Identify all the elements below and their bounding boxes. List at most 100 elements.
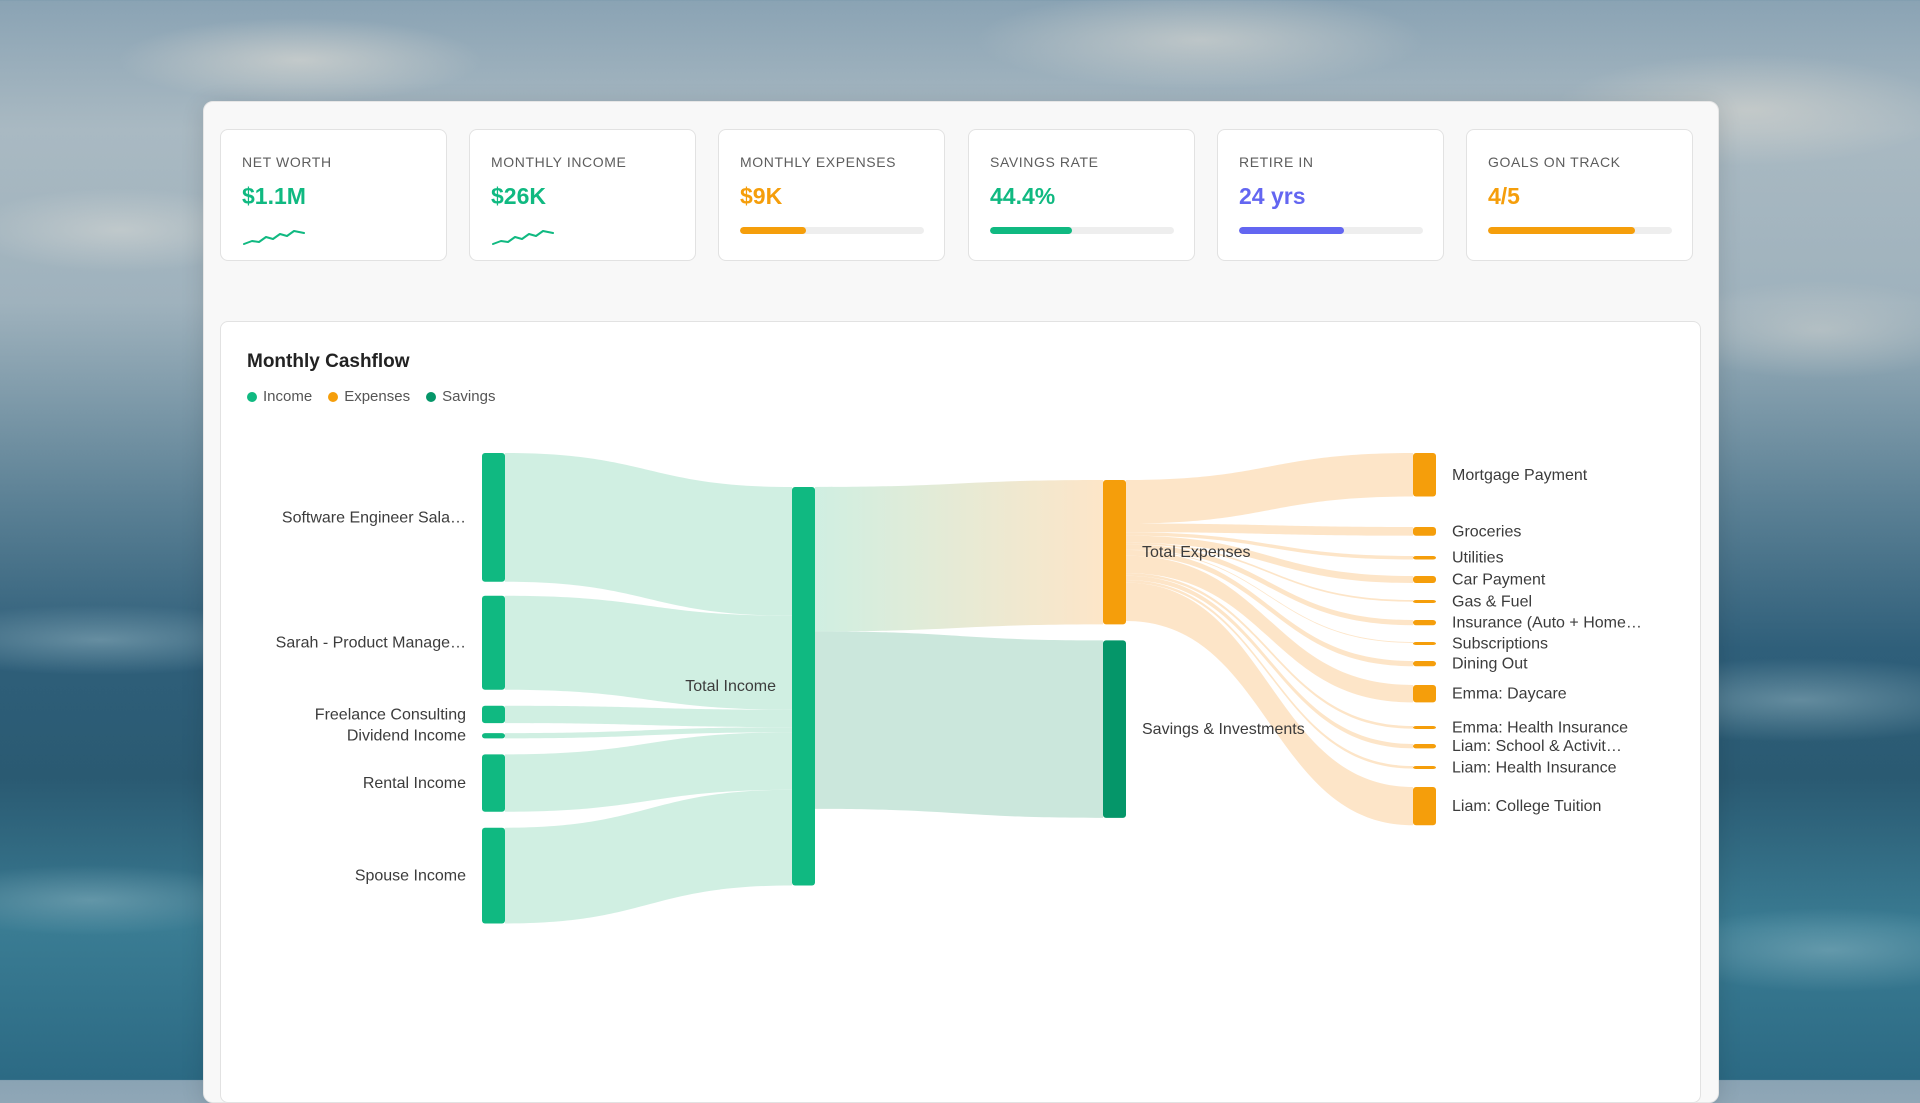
flow-te-in[interactable]	[1126, 544, 1413, 626]
flow-te-ed[interactable]	[1126, 555, 1413, 703]
progress-bar	[1239, 227, 1423, 234]
progress-fill	[740, 227, 807, 234]
progress-bar	[740, 227, 924, 234]
progress-fill	[990, 227, 1072, 234]
kpi-card-savings-rate[interactable]: SAVINGS RATE 44.4%	[968, 129, 1195, 261]
kpi-value: 24 yrs	[1239, 183, 1306, 209]
sparkline-icon	[492, 230, 554, 245]
node-label-do: Dining Out	[1452, 656, 1528, 673]
legend-item-income[interactable]: Income	[247, 388, 312, 405]
flow-te-gr[interactable]	[1126, 523, 1413, 536]
legend-label: Income	[263, 388, 313, 405]
kpi-value: $9K	[740, 183, 783, 209]
node-label-ls: Liam: School & Activit…	[1452, 738, 1622, 755]
flow-te-mp[interactable]	[1126, 453, 1413, 524]
node-ed[interactable]	[1413, 685, 1436, 703]
node-in[interactable]	[1413, 620, 1436, 626]
node-label-lc: Liam: College Tuition	[1452, 798, 1601, 815]
kpi-value: $1.1M	[242, 183, 306, 209]
node-di[interactable]	[482, 733, 505, 739]
node-label-si: Savings & Investments	[1142, 721, 1305, 738]
node-si[interactable]	[1103, 640, 1126, 818]
node-su[interactable]	[1413, 642, 1436, 645]
kpi-label: NET WORTH	[242, 154, 332, 170]
flow-te-su[interactable]	[1126, 549, 1413, 643]
kpi-label: RETIRE IN	[1239, 154, 1314, 170]
kpi-card-retire-in[interactable]: RETIRE IN 24 yrs	[1217, 129, 1444, 261]
flow-ti-si[interactable]	[815, 631, 1103, 818]
legend-label: Expenses	[344, 388, 411, 405]
flow-sp-ti[interactable]	[505, 789, 792, 924]
node-ls[interactable]	[1413, 744, 1436, 749]
legend-item-savings[interactable]: Savings	[426, 388, 495, 405]
flow-te-ls[interactable]	[1126, 575, 1413, 749]
legend-dot	[426, 391, 437, 402]
node-cp[interactable]	[1413, 576, 1436, 583]
kpi-label: MONTHLY INCOME	[491, 154, 627, 170]
cashflow-title: Monthly Cashflow	[247, 351, 410, 372]
kpi-value: $26K	[491, 183, 546, 209]
kpi-label: MONTHLY EXPENSES	[740, 154, 897, 170]
kpi-value: 4/5	[1488, 183, 1520, 209]
kpi-label: SAVINGS RATE	[990, 154, 1099, 170]
legend-dot	[247, 391, 257, 402]
kpi-card-monthly-expenses[interactable]: MONTHLY EXPENSES $9K	[718, 129, 945, 261]
node-lh[interactable]	[1413, 766, 1436, 769]
flow-te-cp[interactable]	[1126, 535, 1413, 583]
node-fc[interactable]	[482, 705, 505, 724]
node-label-pm: Sarah - Product Manage…	[276, 635, 466, 652]
flow-te-gf[interactable]	[1126, 542, 1413, 602]
node-label-lh: Liam: Health Insurance	[1452, 760, 1617, 777]
kpi-card-net-worth[interactable]: NET WORTH $1.1M	[220, 129, 447, 261]
node-pm[interactable]	[482, 595, 505, 690]
node-label-ut: Utilities	[1452, 550, 1504, 567]
node-te[interactable]	[1103, 480, 1126, 625]
legend-item-expenses[interactable]: Expenses	[328, 388, 410, 405]
node-label-fc: Freelance Consulting	[315, 706, 466, 723]
node-gr[interactable]	[1413, 527, 1436, 536]
node-label-su: Subscriptions	[1452, 636, 1548, 653]
node-ri[interactable]	[482, 754, 505, 812]
node-label-gf: Gas & Fuel	[1452, 594, 1532, 611]
sparkline-icon	[243, 230, 305, 245]
kpi-label: GOALS ON TRACK	[1488, 154, 1621, 170]
kpi-card-goals-on-track[interactable]: GOALS ON TRACK 4/5	[1466, 129, 1693, 261]
kpi-value: 44.4%	[990, 183, 1056, 209]
node-label-di: Dividend Income	[347, 728, 466, 745]
flow-te-lc[interactable]	[1126, 582, 1413, 826]
flow-ri-ti[interactable]	[505, 732, 792, 812]
flow-pm-ti[interactable]	[505, 595, 792, 710]
node-sp[interactable]	[482, 827, 505, 924]
node-label-cp: Car Payment	[1452, 571, 1546, 588]
node-label-eh: Emma: Health Insurance	[1452, 720, 1628, 737]
progress-fill	[1239, 227, 1344, 234]
node-se[interactable]	[482, 453, 505, 582]
flow-te-eh[interactable]	[1126, 573, 1413, 729]
node-label-te: Total Expenses	[1142, 544, 1251, 561]
node-gf[interactable]	[1413, 600, 1436, 603]
node-lc[interactable]	[1413, 787, 1436, 826]
flow-te-ut[interactable]	[1126, 532, 1413, 560]
flow-di-ti[interactable]	[505, 727, 792, 739]
node-label-in: Insurance (Auto + Home…	[1452, 615, 1642, 632]
node-do[interactable]	[1413, 661, 1436, 667]
kpi-card-monthly-income[interactable]: MONTHLY INCOME $26K	[469, 129, 696, 261]
flow-ti-te[interactable]	[815, 480, 1103, 632]
flow-te-do[interactable]	[1126, 550, 1413, 667]
node-ti[interactable]	[792, 487, 815, 886]
legend-dot	[328, 391, 339, 402]
cashflow-sankey-chart: Software Engineer Sala… Sarah - Product M…	[276, 453, 1642, 924]
flow-te-lh[interactable]	[1126, 580, 1413, 769]
node-label-se: Software Engineer Sala…	[282, 509, 466, 526]
node-mp[interactable]	[1413, 453, 1436, 497]
flow-se-ti[interactable]	[505, 453, 792, 616]
flow-fc-ti[interactable]	[505, 705, 792, 728]
node-eh[interactable]	[1413, 726, 1436, 729]
node-label-ti: Total Income	[685, 678, 776, 695]
legend-label: Savings	[442, 388, 496, 405]
node-label-gr: Groceries	[1452, 523, 1521, 540]
node-ut[interactable]	[1413, 556, 1436, 560]
progress-bar	[990, 227, 1174, 234]
progress-bar	[1488, 227, 1672, 234]
node-label-ri: Rental Income	[363, 775, 466, 792]
